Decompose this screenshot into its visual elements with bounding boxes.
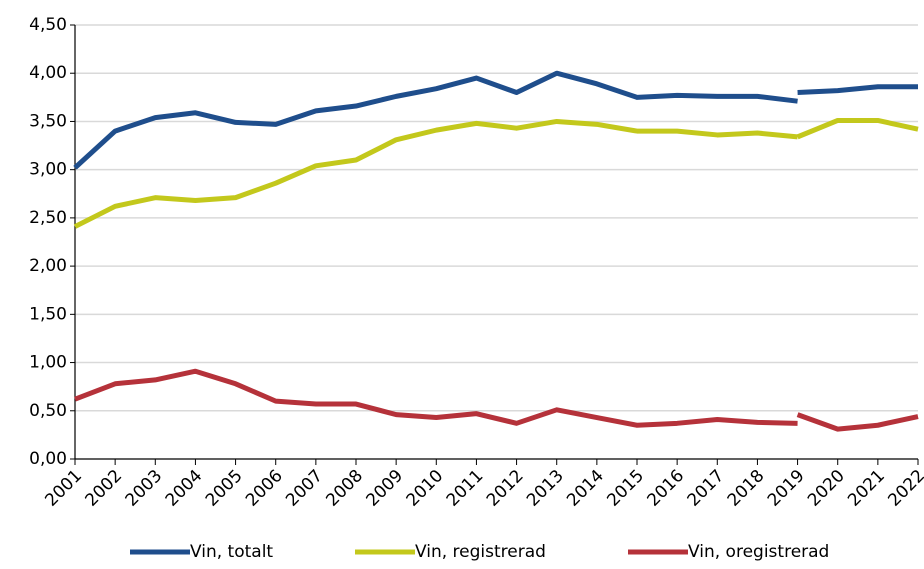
x-tick-label: 2021 [844, 466, 889, 511]
x-tick-label: 2005 [202, 466, 247, 511]
x-tick-label: 2006 [242, 466, 287, 511]
y-tick-label: 2,00 [29, 256, 67, 276]
legend-label: Vin, totalt [190, 542, 273, 562]
legend-label: Vin, oregistrerad [688, 542, 829, 562]
x-tick-label: 2012 [483, 466, 528, 511]
x-tick-label: 2010 [403, 466, 448, 511]
x-tick-label: 2002 [81, 466, 126, 511]
y-tick-label: 0,50 [29, 401, 67, 421]
y-tick-label: 3,50 [29, 111, 67, 131]
x-tick-label: 2014 [563, 466, 608, 511]
y-tick-label: 4,50 [29, 15, 67, 35]
series-line [797, 84, 918, 96]
x-tick-label: 2009 [362, 466, 407, 511]
x-tick-label: 2003 [122, 466, 167, 511]
x-tick-label: 2020 [804, 466, 849, 511]
x-tick-label: 2017 [684, 466, 729, 511]
series-line [73, 118, 798, 229]
x-tick-label: 2011 [443, 466, 488, 511]
x-tick-label: 2019 [764, 466, 809, 511]
y-tick-label: 3,00 [29, 160, 67, 180]
y-tick-label: 4,00 [29, 63, 67, 83]
y-tick-label: 1,50 [29, 304, 67, 324]
series-line [73, 70, 798, 170]
x-tick-label: 2007 [282, 466, 327, 511]
x-tick-label: 2016 [643, 466, 688, 511]
legend-label: Vin, registrerad [415, 542, 546, 562]
y-tick-label: 2,50 [29, 208, 67, 228]
series-line [796, 412, 919, 432]
x-tick-label: 2008 [322, 466, 367, 511]
x-tick-label: 2001 [41, 466, 86, 511]
x-tick-label: 2013 [523, 466, 568, 511]
x-tick-label: 2018 [724, 466, 769, 511]
series-line [796, 117, 919, 140]
y-tick-label: 0,00 [29, 449, 67, 469]
x-tick-label: 2015 [603, 466, 648, 511]
x-tick-label: 2022 [884, 466, 924, 511]
series-line [74, 368, 798, 428]
x-tick-label: 2004 [162, 466, 207, 511]
y-tick-label: 1,00 [29, 353, 67, 373]
